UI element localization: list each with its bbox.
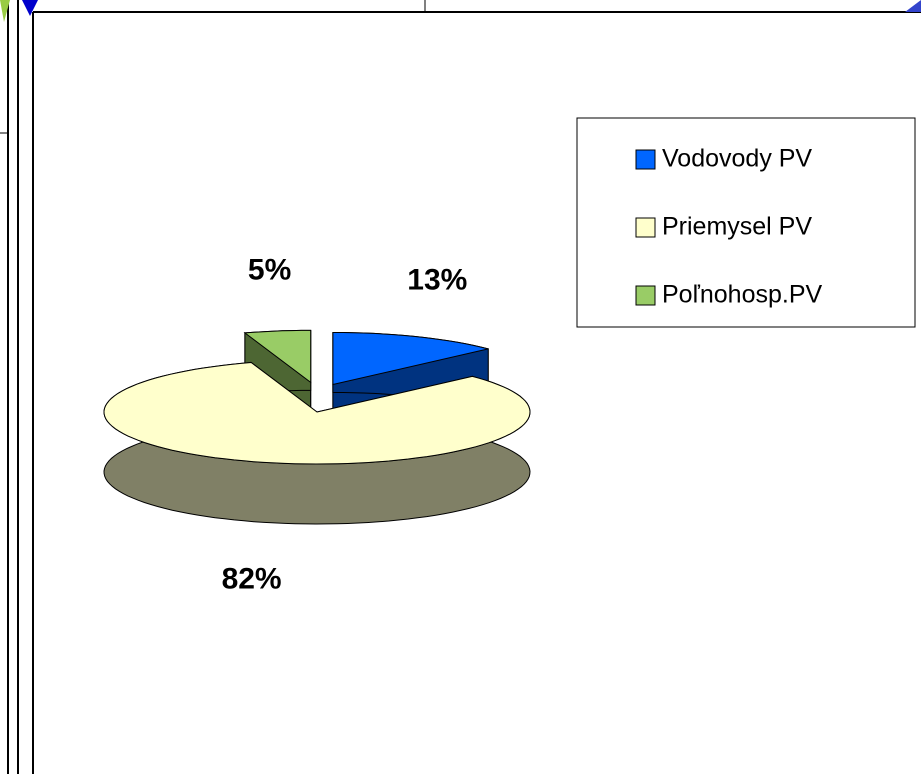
slice — [103, 361, 531, 465]
data-label: 13% — [407, 264, 467, 297]
legend-swatch — [635, 285, 656, 306]
slice — [243, 329, 312, 384]
legend — [576, 117, 916, 328]
legend-swatch — [635, 149, 656, 170]
handle-arrow — [905, 0, 921, 12]
legend-label: Vodovody PV — [662, 145, 812, 173]
handle-arrow — [0, 0, 10, 22]
legend-swatch — [635, 217, 656, 238]
data-label: 5% — [248, 254, 291, 287]
handle-arrow — [22, 0, 38, 16]
data-label: 82% — [222, 562, 282, 595]
legend-label: Poľnohosp.PV — [662, 281, 823, 309]
legend-label: Priemysel PV — [662, 213, 812, 241]
slice — [332, 332, 489, 386]
